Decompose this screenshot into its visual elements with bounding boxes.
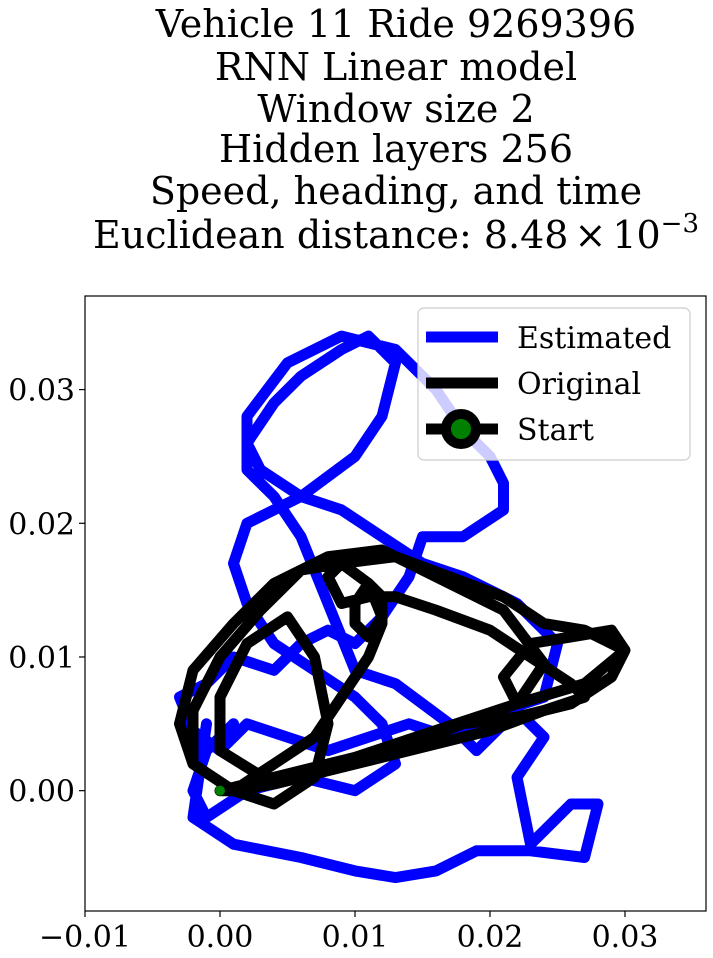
x-tick-label: 0.02 [457,920,524,955]
y-tick-label: 0.01 [8,641,75,676]
title-metric-mantissa: 8.48 [484,213,569,257]
x-tick-label: 0.03 [592,920,659,955]
plot-area-frame [84,295,707,912]
x-tick-label: −0.01 [39,920,131,955]
y-tick-label: 0.02 [8,507,75,542]
legend: Estimated Original Start [417,307,691,461]
y-axis: 0.00 0.01 0.02 0.03 [8,374,85,810]
x-axis: −0.01 0.00 0.01 0.02 0.03 [39,911,658,955]
title-line-2: RNN Linear model [215,45,577,89]
series-line-original [174,544,631,810]
title-metric-base: 10 [612,213,660,257]
legend-marker-start [441,409,481,449]
y-tick-label: 0.03 [8,374,75,409]
y-tick-label: 0.00 [8,775,75,810]
title-metric-exponent: −3 [661,209,699,239]
chart-title: Vehicle 11 Ride 9269396 RNN Linear model… [93,2,699,257]
title-metric-times: × [574,213,606,257]
title-line-1: Vehicle 11 Ride 9269396 [155,2,636,46]
title-line-4: Hidden layers 256 [219,127,573,171]
legend-frame [417,307,691,461]
legend-label-estimated: Estimated [517,321,671,356]
title-metric-prefix: Euclidean distance: [93,213,484,257]
legend-label-start: Start [517,413,594,448]
x-tick-label: 0.01 [322,920,389,955]
title-metric-line: Euclidean distance: 8.48 × 10−3 [93,209,699,257]
x-tick-label: 0.00 [187,920,254,955]
title-line-5: Speed, heading, and time [150,169,642,213]
legend-label-original: Original [517,367,641,402]
title-line-3: Window size 2 [257,87,534,131]
start-point-marker [215,785,225,796]
series-layer [174,330,631,884]
start-layer [215,785,225,796]
